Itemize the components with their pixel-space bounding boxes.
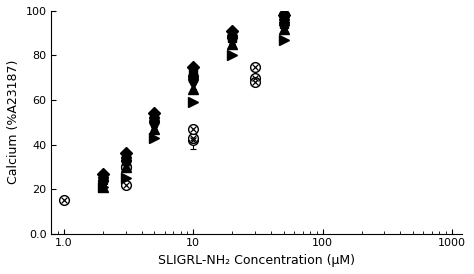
X-axis label: SLIGRL-NH₂ Concentration (μM): SLIGRL-NH₂ Concentration (μM): [158, 254, 356, 267]
Y-axis label: Calcium (%A23187): Calcium (%A23187): [7, 60, 20, 184]
